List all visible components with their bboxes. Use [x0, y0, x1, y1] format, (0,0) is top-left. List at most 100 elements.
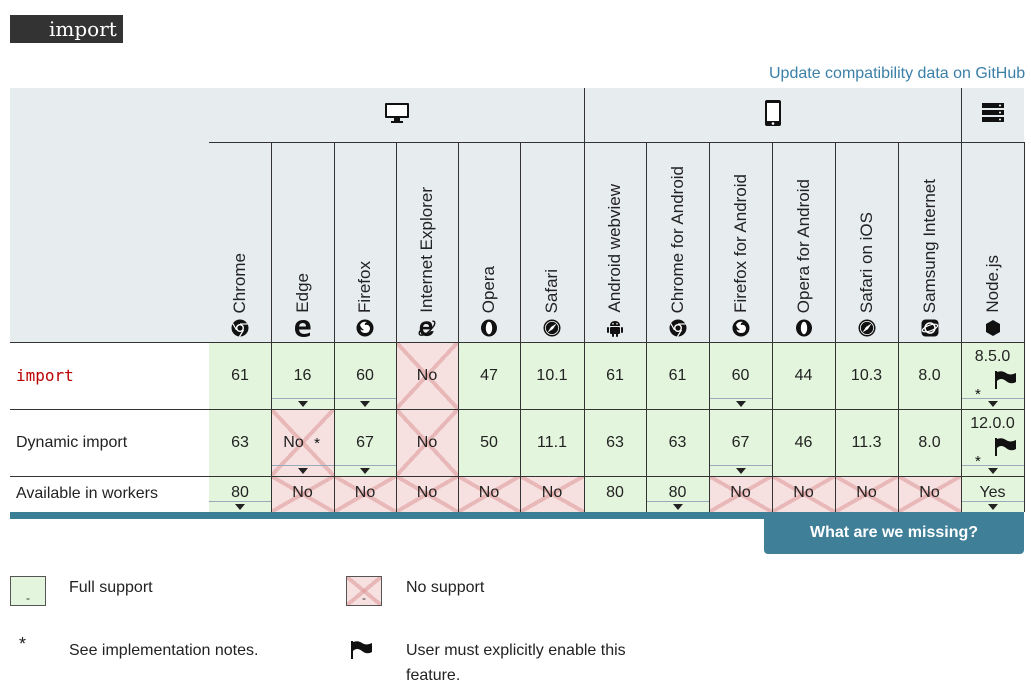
support-value: No [478, 484, 500, 501]
support-value: 10.3 [850, 366, 883, 384]
browser-name: Node.js [982, 255, 1002, 313]
expand-caret-icon[interactable] [235, 504, 245, 510]
support-cell[interactable]: 80 [209, 476, 271, 512]
support-cell[interactable]: 60 [709, 342, 772, 409]
support-cell[interactable]: No * [271, 409, 334, 476]
support-value: 47 [480, 366, 498, 384]
toggle-divider [709, 465, 772, 466]
browser-header-opera: Opera [458, 142, 520, 342]
firefox-icon [356, 319, 374, 337]
support-cell: No [772, 476, 835, 512]
row-divider [10, 409, 1024, 410]
column-divider [961, 88, 962, 512]
support-value: 8.5.0 [974, 348, 1011, 365]
support-cell[interactable]: 67 [334, 409, 396, 476]
expand-caret-icon[interactable] [987, 401, 998, 407]
support-cell[interactable]: 12.0.0 * [961, 409, 1024, 476]
browser-name: Internet Explorer [417, 187, 436, 313]
support-cell[interactable]: Yes [961, 476, 1024, 512]
toggle-divider [334, 465, 396, 466]
browser-name: Opera for Android [793, 178, 813, 313]
support-cell: No [396, 476, 458, 512]
support-cell: 8.0 [898, 342, 961, 409]
toggle-divider [961, 465, 1024, 466]
browser-name: Firefox [355, 261, 374, 313]
chrome-icon [669, 319, 687, 337]
update-compat-data-link[interactable]: Update compatibility data on GitHub [769, 65, 1026, 82]
expand-caret-icon[interactable] [360, 401, 370, 407]
support-cell: 61 [646, 342, 709, 409]
legend-full-support-swatch: - [10, 576, 46, 606]
support-cell[interactable]: 8.5.0 * [961, 342, 1024, 409]
platform-header [961, 88, 1024, 142]
expand-caret-icon[interactable] [987, 468, 998, 474]
expand-caret-icon[interactable] [735, 468, 746, 474]
flag-icon [994, 437, 1018, 462]
feature-name: import [10, 342, 209, 409]
browser-name: Firefox for Android [730, 174, 750, 313]
support-value: 63 [606, 433, 624, 451]
support-value: No [292, 484, 313, 501]
platform-divider [209, 142, 1024, 143]
support-value: No [541, 484, 563, 501]
expand-caret-icon[interactable] [987, 504, 998, 510]
browser-header-chrome_android: Chrome for Android [646, 142, 709, 342]
support-value: 67 [731, 433, 750, 451]
support-cell: No [334, 476, 396, 512]
platform-header [209, 88, 584, 142]
support-cell: 63 [209, 409, 271, 476]
support-cell: 46 [772, 409, 835, 476]
support-cell: 63 [584, 409, 646, 476]
support-value: 61 [231, 366, 249, 384]
expand-caret-icon[interactable] [360, 468, 370, 474]
browser-header-samsung: Samsung Internet [898, 142, 961, 342]
support-value: 80 [231, 484, 249, 501]
feature-code-label: import [16, 366, 74, 385]
browser-name: Samsung Internet [919, 178, 939, 313]
support-value: No [919, 484, 940, 501]
support-cell: 63 [646, 409, 709, 476]
column-divider [898, 142, 899, 512]
expand-caret-icon[interactable] [297, 401, 308, 407]
support-value: 10.1 [536, 366, 568, 384]
what-are-we-missing-button[interactable]: What are we missing? [764, 512, 1024, 554]
support-value: 63 [668, 433, 687, 451]
column-divider [520, 142, 521, 512]
feature-name: Dynamic import [10, 409, 209, 476]
support-cell: No [520, 476, 584, 512]
expand-caret-icon[interactable] [672, 504, 683, 510]
row-divider [10, 342, 1024, 343]
support-cell: 47 [458, 342, 520, 409]
support-value: No [856, 484, 877, 501]
support-value: 61 [668, 366, 687, 384]
support-value: 44 [794, 366, 813, 384]
column-divider [646, 142, 647, 512]
support-value: No [283, 433, 304, 451]
support-cell: 10.1 [520, 342, 584, 409]
column-divider [334, 142, 335, 512]
support-cell: 8.0 [898, 409, 961, 476]
row-divider [10, 476, 1024, 477]
support-cell: No [271, 476, 334, 512]
support-cell[interactable]: 67 [709, 409, 772, 476]
support-cell[interactable]: 60 [334, 342, 396, 409]
expand-caret-icon[interactable] [735, 401, 746, 407]
support-cell[interactable]: 16 [271, 342, 334, 409]
browser-header-safari: Safari [520, 142, 584, 342]
mobile-icon [764, 99, 782, 132]
column-divider [1024, 142, 1025, 512]
support-value: 80 [606, 484, 624, 501]
support-value: 11.3 [851, 433, 882, 451]
support-cell: 44 [772, 342, 835, 409]
browser-name: Android webview [605, 184, 624, 313]
support-cell: 11.1 [520, 409, 584, 476]
platform-header [584, 88, 961, 142]
support-cell: No [396, 409, 458, 476]
browser-header-opera_android: Opera for Android [772, 142, 835, 342]
table-header-bg [10, 88, 1024, 342]
expand-caret-icon[interactable] [297, 468, 308, 474]
column-divider [584, 88, 585, 512]
safari-icon [858, 319, 876, 337]
support-cell[interactable]: 80 [646, 476, 709, 512]
toggle-divider [271, 465, 334, 466]
